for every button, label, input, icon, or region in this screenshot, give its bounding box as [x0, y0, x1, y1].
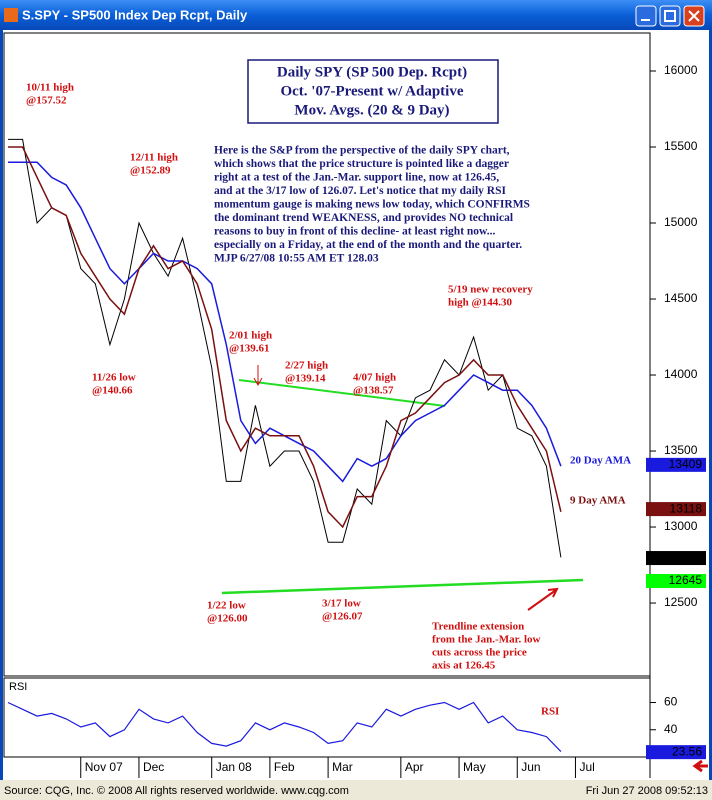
price-line — [8, 138, 562, 558]
rsi-line — [7, 701, 562, 753]
annotation: Trendline extension — [432, 621, 524, 633]
series-label: 9 Day AMA — [570, 495, 626, 507]
annotation: 11/26 low — [92, 372, 136, 384]
scroll-arrow[interactable] — [692, 759, 708, 773]
annotation: 3/17 low — [322, 598, 361, 610]
chart-title: Oct. '07-Present w/ Adaptive — [280, 83, 463, 99]
y-tick-label: 12500 — [664, 595, 698, 609]
annotation: @140.66 — [92, 385, 133, 397]
annotation: cuts across the price — [432, 647, 527, 659]
rsi-y-tick-label: 40 — [664, 722, 678, 736]
commentary: right at a test of the Jan.-Mar. support… — [214, 172, 499, 184]
last-value-label: 13409 — [669, 457, 703, 471]
last-value-box — [646, 573, 706, 588]
y-tick-label: 13500 — [664, 443, 698, 457]
title-box — [247, 59, 499, 124]
last-value-box — [646, 457, 706, 472]
chart-area — [3, 30, 709, 780]
annotation: 10/11 high — [26, 82, 74, 94]
x-tick-label: Jun — [521, 760, 540, 774]
annotation: 2/27 high — [285, 360, 328, 372]
annotation: @152.89 — [130, 165, 171, 177]
support-trendline — [221, 578, 584, 595]
moving-average — [8, 146, 562, 529]
x-tick-label: Apr — [405, 760, 424, 774]
rsi-y-tick-label: 60 — [664, 695, 678, 709]
annotation-arrow — [253, 365, 263, 387]
annotation: 5/19 new recovery — [448, 284, 533, 296]
annotation: 4/07 high — [353, 372, 396, 384]
y-tick-label: 16000 — [664, 63, 698, 77]
y-tick-label: 15500 — [664, 139, 698, 153]
last-value-label: 12645 — [669, 573, 703, 587]
x-tick-label: Nov 07 — [85, 760, 123, 774]
resistance-trendline — [238, 379, 446, 407]
commentary: Here is the S&P from the perspective of … — [214, 145, 510, 157]
window-icon — [4, 8, 18, 22]
annotation: high @144.30 — [448, 297, 513, 309]
y-tick-label: 13000 — [664, 519, 698, 533]
annotation: 12/11 high — [130, 152, 178, 164]
commentary: reasons to buy in front of this decline-… — [214, 226, 495, 238]
y-tick-label: 15000 — [664, 215, 698, 229]
commentary: especially on a Friday, at the end of th… — [214, 239, 522, 251]
maximize-button[interactable] — [659, 5, 681, 27]
x-tick-label: Feb — [274, 760, 295, 774]
chart-title: Daily SPY (SP 500 Dep. Rcpt) — [277, 64, 467, 80]
commentary: which shows that the price structure is … — [214, 158, 509, 170]
annotation: @138.57 — [353, 385, 394, 397]
rsi-last-box — [646, 745, 706, 760]
commentary: the dominant trend WEAKNESS, and provide… — [214, 212, 513, 224]
annotation: @126.00 — [207, 613, 248, 625]
series-label: 20 Day AMA — [570, 455, 631, 467]
commentary: and at the 3/17 low of 126.07. Let's not… — [214, 185, 507, 197]
timestamp: Fri Jun 27 2008 09:52:13 — [586, 785, 708, 797]
annotation: @139.61 — [229, 343, 269, 355]
x-tick-label: Dec — [143, 760, 164, 774]
title-bar — [0, 0, 712, 30]
annotation-arrow — [527, 587, 559, 611]
annotation: from the Jan.-Mar. low — [432, 634, 541, 646]
rsi-label: RSI — [541, 706, 559, 718]
window-title: S.SPY - SP500 Index Dep Rcpt, Daily — [22, 7, 248, 22]
annotation: @157.52 — [26, 95, 67, 107]
x-tick-label: May — [463, 760, 486, 774]
source-text: Source: CQG, Inc. © 2008 All rights rese… — [4, 785, 349, 797]
rsi-last-label: 23.56 — [672, 744, 702, 758]
maximize-icon — [664, 10, 676, 22]
rsi-panel-label: RSI — [9, 681, 27, 693]
chart-title: Mov. Avgs. (20 & 9 Day) — [294, 102, 449, 118]
annotation: 2/01 high — [229, 330, 272, 342]
close-icon — [688, 10, 700, 22]
annotation: axis at 126.45 — [432, 660, 496, 672]
minimize-button[interactable] — [635, 5, 657, 27]
x-tick-label: Jul — [579, 760, 594, 774]
last-value-box — [646, 502, 706, 517]
y-tick-label: 14500 — [664, 291, 698, 305]
annotation: @139.14 — [285, 373, 326, 385]
last-value-box — [646, 551, 706, 566]
last-value-label: 12796 — [669, 550, 703, 564]
commentary: momentum gauge is making news low today,… — [214, 199, 530, 211]
last-value-label: 13118 — [670, 501, 703, 515]
commentary: MJP 6/27/08 10:55 AM ET 128.03 — [214, 253, 379, 265]
x-tick-label: Jan 08 — [216, 760, 252, 774]
annotation: 1/22 low — [207, 600, 246, 612]
x-tick-label: Mar — [332, 760, 353, 774]
status-bar — [0, 780, 712, 800]
y-tick-label: 14000 — [664, 367, 698, 381]
annotation: @126.07 — [322, 611, 363, 623]
